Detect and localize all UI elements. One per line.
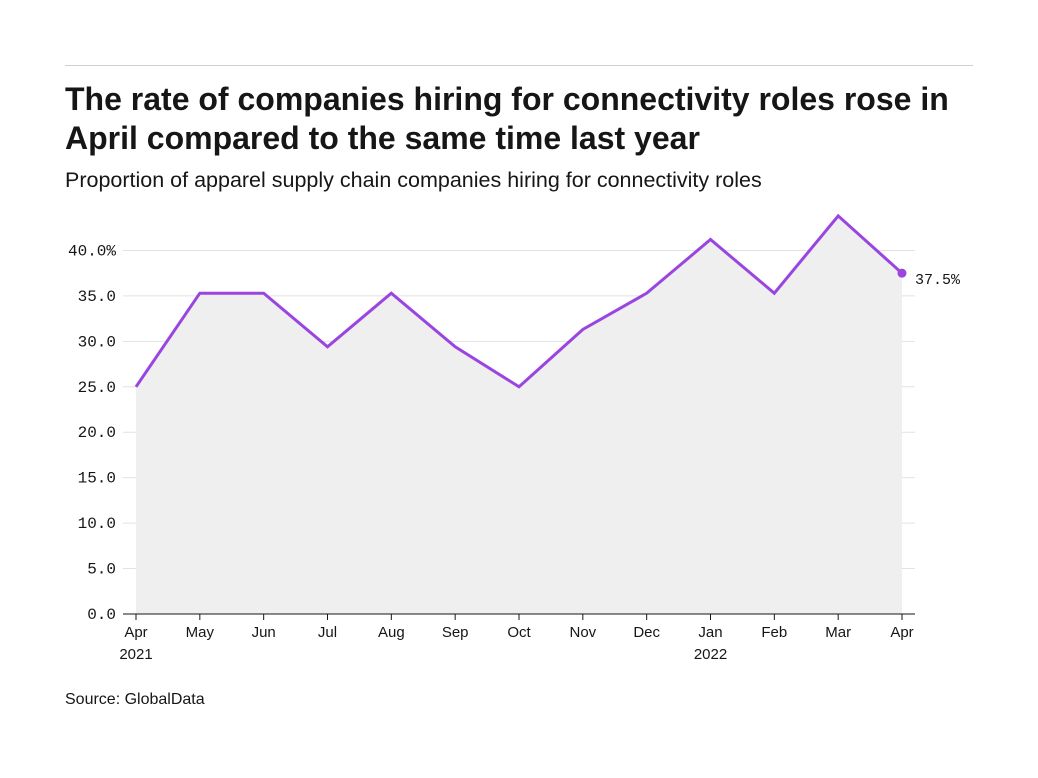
x-tick-label: Apr (890, 624, 913, 641)
area-fill (136, 215, 902, 614)
x-tick-label: Apr (124, 624, 147, 641)
x-tick-label: Dec (633, 624, 660, 641)
y-tick-label: 30.0 (78, 333, 116, 351)
y-tick-label: 20.0 (78, 424, 116, 442)
end-point-marker (897, 268, 907, 278)
series-line (134, 213, 904, 389)
y-tick-label: 40.0% (68, 242, 116, 260)
x-year-label: 2021 (119, 646, 152, 663)
chart-subtitle: Proportion of apparel supply chain compa… (65, 168, 762, 192)
y-axis: 0.0 5.0 10.0 15.0 20.0 25.0 30.0 35.0 40.0% (68, 242, 116, 624)
x-tick-label: Mar (825, 624, 851, 641)
x-tick-label: Nov (569, 624, 596, 641)
x-tick-label: Jun (252, 624, 276, 641)
x-tick-label: Jan (698, 624, 722, 641)
top-divider (65, 65, 973, 66)
y-tick-label: 15.0 (78, 470, 116, 488)
x-tick-label: May (186, 624, 215, 641)
y-tick-label: 5.0 (87, 561, 116, 579)
x-tick-label: Sep (442, 624, 469, 641)
y-tick-label: 10.0 (78, 515, 116, 533)
x-tick-label: Jul (318, 624, 337, 641)
x-axis: Apr 2021 May Jun Jul Aug Sep Oct Nov Dec Jan 2022 Fe… (119, 613, 915, 663)
y-tick-label: 35.0 (78, 288, 116, 306)
x-tick-label: Feb (761, 624, 787, 641)
end-point-label: 37.5% (915, 272, 961, 289)
x-year-label: 2022 (694, 646, 727, 663)
x-tick-label: Aug (378, 624, 405, 641)
y-tick-label: 25.0 (78, 379, 116, 397)
y-tick-label: 0.0 (87, 606, 116, 624)
source-note: Source: GlobalData (65, 691, 205, 708)
x-tick-label: Oct (507, 624, 531, 641)
chart-title: The rate of companies hiring for connect… (65, 81, 949, 156)
